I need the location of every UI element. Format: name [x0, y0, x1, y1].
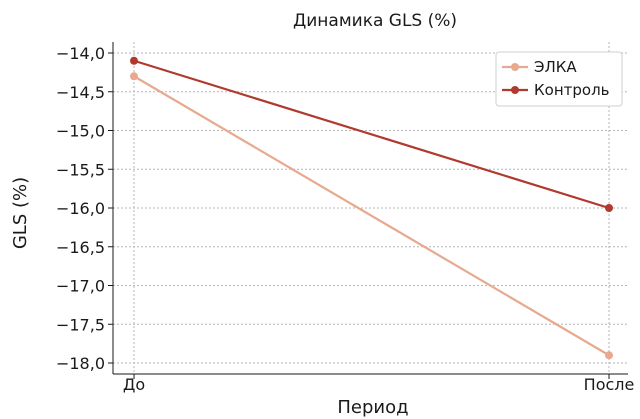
- chart-title: Динамика GLS (%): [293, 11, 457, 31]
- axes: [108, 42, 628, 379]
- y-tick-label: −15,0: [56, 122, 105, 141]
- data-point: [130, 72, 138, 81]
- x-tick-label: После: [584, 375, 635, 394]
- data-point: [605, 351, 613, 360]
- x-tick-label: До: [123, 375, 145, 394]
- grid: [113, 42, 628, 374]
- y-tick-label: −16,5: [56, 238, 105, 257]
- legend-label: Контроль: [534, 81, 610, 99]
- y-tick-label: −16,0: [56, 199, 105, 218]
- tick-labels: −14,0 −14,5 −15,0 −15,5 −16,0 −16,5 −17,0 −17,5…: [56, 44, 634, 394]
- series-line: [133, 75, 610, 357]
- y-axis-label: GLS (%): [10, 177, 31, 249]
- legend-box: [495, 51, 623, 107]
- x-axis-label: Период: [337, 397, 408, 418]
- legend: ЭЛКА Контроль: [495, 51, 623, 107]
- y-tick-label: −14,5: [56, 83, 105, 102]
- legend-label: ЭЛКА: [534, 58, 577, 76]
- data-point: [605, 204, 613, 212]
- legend-marker: [511, 63, 519, 71]
- series-lines: [133, 59, 610, 357]
- series-line: [133, 59, 610, 210]
- series-points: [130, 56, 613, 360]
- y-tick-label: −15,5: [56, 160, 105, 179]
- y-tick-label: −14,0: [56, 44, 105, 63]
- y-tick-label: −17,5: [56, 315, 105, 334]
- legend-marker: [511, 86, 519, 94]
- y-tick-label: −17,0: [56, 277, 105, 296]
- data-point: [130, 56, 138, 65]
- y-tick-label: −18,0: [56, 354, 105, 373]
